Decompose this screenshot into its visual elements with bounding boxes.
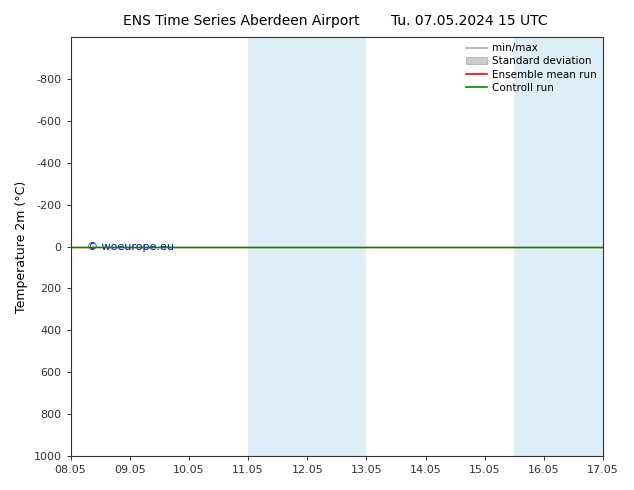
Bar bbox=[248, 37, 366, 456]
Bar bbox=[514, 37, 603, 456]
Y-axis label: Temperature 2m (°C): Temperature 2m (°C) bbox=[15, 180, 28, 313]
Text: ENS Time Series Aberdeen Airport: ENS Time Series Aberdeen Airport bbox=[122, 14, 359, 28]
Text: Tu. 07.05.2024 15 UTC: Tu. 07.05.2024 15 UTC bbox=[391, 14, 548, 28]
Text: © woeurope.eu: © woeurope.eu bbox=[87, 243, 174, 252]
Legend: min/max, Standard deviation, Ensemble mean run, Controll run: min/max, Standard deviation, Ensemble me… bbox=[462, 39, 601, 97]
